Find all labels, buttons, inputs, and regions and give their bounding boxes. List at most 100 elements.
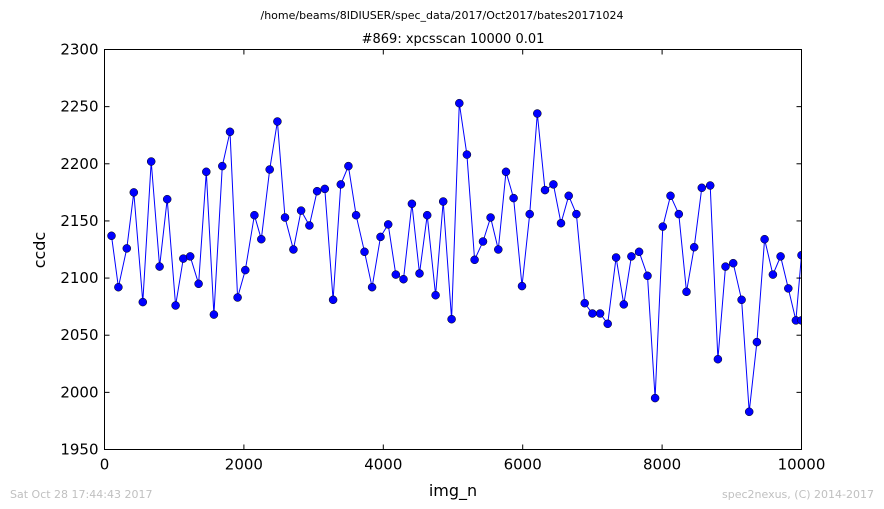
data-point — [509, 193, 518, 203]
data-point — [431, 290, 440, 300]
data-point — [138, 297, 148, 307]
data-point — [122, 244, 132, 253]
data-point — [209, 310, 219, 319]
data-point — [760, 234, 769, 244]
x-tick-label: 4000 — [364, 456, 402, 474]
data-point — [328, 295, 338, 305]
data-point — [611, 253, 621, 262]
data-point — [351, 210, 361, 220]
footer-credit: spec2nexus, (C) 2014-2017 — [722, 488, 874, 501]
data-point — [399, 274, 408, 284]
data-point — [784, 284, 793, 293]
data-point — [697, 183, 707, 193]
y-tick-label: 1950 — [60, 441, 98, 459]
data-point — [305, 221, 314, 230]
data-point — [501, 167, 511, 177]
data-point — [666, 191, 675, 201]
data-point — [674, 209, 684, 219]
data-point — [580, 298, 589, 308]
axis-ticks: 0 2000 4000 6000 8000 10000 1950 2000 2050 2100 21… — [60, 41, 825, 474]
data-point — [752, 337, 762, 347]
data-point — [383, 220, 393, 229]
data-point — [171, 301, 180, 310]
data-point — [658, 222, 668, 231]
data-point — [233, 293, 242, 302]
data-point — [320, 184, 330, 194]
data-point — [588, 309, 597, 318]
data-point — [218, 161, 227, 171]
data-point — [146, 157, 156, 166]
data-point — [185, 252, 195, 261]
x-tick-label: 6000 — [504, 456, 542, 474]
footer-timestamp: Sat Oct 28 17:44:43 2017 — [10, 488, 153, 501]
x-tick-label: 0 — [100, 456, 110, 474]
data-point — [280, 213, 290, 222]
data-point — [129, 188, 139, 197]
data-point — [713, 354, 723, 364]
data-point — [447, 314, 456, 324]
data-point — [525, 209, 534, 219]
data-point — [797, 250, 802, 260]
y-axis-label: ccdc — [30, 232, 49, 269]
data-point — [643, 271, 652, 281]
axes-frame — [104, 49, 802, 450]
data-point — [486, 213, 495, 222]
y-tick-label: 2250 — [60, 98, 98, 116]
data-point — [202, 167, 211, 177]
data-point — [391, 270, 401, 279]
data-point — [225, 127, 235, 137]
data-point — [728, 258, 738, 268]
data-point — [494, 245, 503, 254]
data-point — [438, 197, 448, 206]
chart-title: #869: xpcsscan 10000 0.01 — [362, 32, 545, 47]
y-tick-label: 2100 — [60, 269, 98, 287]
data-point — [250, 210, 259, 220]
data-point — [407, 199, 417, 209]
data-point — [533, 109, 542, 118]
data-point — [376, 232, 385, 242]
data-point — [107, 231, 116, 241]
data-point — [114, 282, 123, 292]
data-point — [360, 247, 369, 257]
data-point — [705, 181, 715, 190]
data-point — [336, 180, 346, 189]
data-point — [344, 161, 353, 171]
data-point — [296, 206, 306, 215]
plot-area — [107, 98, 802, 417]
y-tick-label: 2300 — [60, 41, 98, 59]
data-point — [564, 191, 573, 201]
y-tick-label: 2000 — [60, 383, 98, 401]
series-line — [111, 103, 802, 412]
data-point — [162, 194, 172, 204]
series-group — [107, 98, 802, 417]
data-point — [650, 393, 660, 403]
data-point — [689, 242, 699, 252]
data-point — [737, 295, 746, 305]
data-point — [462, 150, 472, 159]
data-point — [273, 117, 282, 126]
data-point — [470, 255, 479, 265]
data-point — [797, 316, 802, 325]
x-tick-label: 8000 — [643, 456, 681, 474]
data-point — [619, 300, 629, 309]
data-point — [415, 269, 424, 278]
data-point — [455, 98, 464, 108]
data-point — [422, 210, 432, 220]
data-point — [265, 165, 274, 174]
data-point — [312, 186, 322, 196]
x-axis-label: img_n — [429, 481, 477, 501]
data-point — [744, 407, 754, 417]
data-point — [549, 180, 558, 189]
data-point — [478, 237, 488, 246]
data-point — [682, 287, 691, 297]
data-point — [603, 319, 612, 329]
data-point — [517, 281, 527, 291]
data-point — [367, 282, 377, 292]
data-point — [776, 252, 785, 261]
data-point — [194, 279, 203, 289]
data-point — [556, 218, 566, 228]
data-point — [627, 252, 636, 261]
data-point — [768, 270, 778, 279]
data-point — [289, 245, 298, 254]
